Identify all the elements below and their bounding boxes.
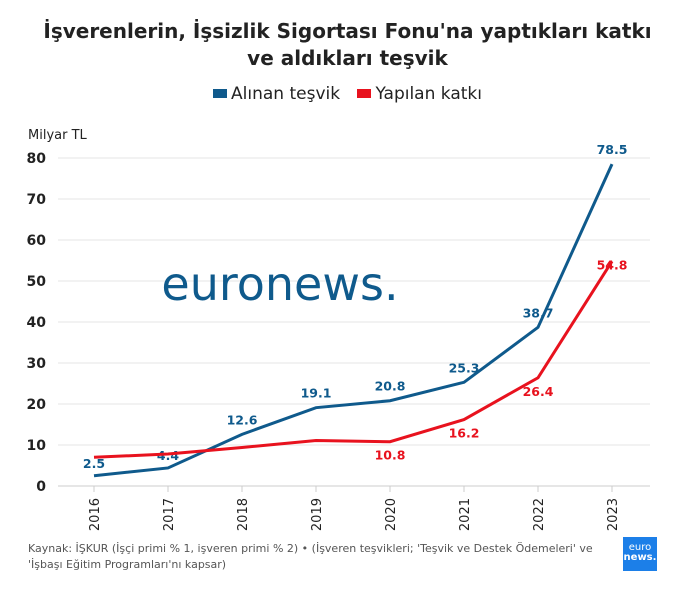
legend-swatch-0 bbox=[213, 88, 228, 98]
y-tick-label: 50 bbox=[27, 274, 47, 290]
data-label: 16.2 bbox=[449, 426, 480, 441]
data-label: 20.8 bbox=[375, 379, 406, 394]
data-label: 54.8 bbox=[597, 257, 628, 272]
euronews-logo: euro news. bbox=[623, 537, 657, 571]
chart-title: İşverenlerin, İşsizlik Sigortası Fonu'na… bbox=[0, 18, 695, 72]
data-label: 78.5 bbox=[597, 142, 628, 157]
logo-line2: news. bbox=[623, 552, 657, 563]
y-tick-label: 10 bbox=[27, 438, 47, 454]
title-line-1: İşverenlerin, İşsizlik Sigortası Fonu'na… bbox=[43, 19, 652, 43]
data-label: 12.6 bbox=[227, 412, 258, 427]
x-tick-label: 2022 bbox=[532, 498, 547, 531]
x-tick-label: 2020 bbox=[384, 498, 399, 531]
legend-swatch-1 bbox=[357, 88, 372, 98]
x-tick-label: 2017 bbox=[162, 498, 177, 531]
legend-label-0: Alınan teşvik bbox=[231, 84, 341, 104]
y-tick-label: 40 bbox=[27, 315, 47, 331]
series-line-1 bbox=[93, 260, 614, 459]
series-line-0 bbox=[93, 163, 614, 478]
x-tick-label: 2018 bbox=[236, 498, 251, 531]
x-tick-label: 2019 bbox=[310, 498, 325, 531]
logo-line1: euro bbox=[628, 542, 652, 553]
y-tick-label: 0 bbox=[36, 479, 46, 495]
legend: Alınan teşvik Yapılan katkı bbox=[0, 84, 695, 104]
y-tick-label: 80 bbox=[27, 151, 47, 167]
data-label: 25.3 bbox=[449, 360, 480, 375]
legend-label-1: Yapılan katkı bbox=[375, 84, 482, 104]
data-label: 19.1 bbox=[301, 386, 332, 401]
data-label: 2.5 bbox=[83, 456, 105, 471]
y-unit-label: Milyar TL bbox=[28, 128, 87, 143]
y-tick-label: 70 bbox=[27, 192, 47, 208]
data-label: 10.8 bbox=[375, 448, 406, 463]
source-note: Kaynak: İŞKUR (İşçi primi % 1, işveren p… bbox=[28, 542, 593, 571]
y-tick-label: 30 bbox=[27, 356, 47, 372]
legend-item-0: Alınan teşvik bbox=[213, 84, 340, 104]
data-label: 26.4 bbox=[523, 384, 554, 399]
legend-item-1: Yapılan katkı bbox=[357, 84, 482, 104]
x-tick-label: 2023 bbox=[606, 498, 621, 531]
x-tick-label: 2021 bbox=[458, 498, 473, 531]
x-tick-label: 2016 bbox=[88, 498, 103, 531]
y-tick-label: 60 bbox=[27, 233, 47, 249]
watermark: euronews. bbox=[161, 257, 398, 311]
y-tick-label: 20 bbox=[27, 397, 47, 413]
title-line-2: ve aldıkları teşvik bbox=[247, 46, 448, 70]
data-label: 38.7 bbox=[523, 305, 554, 320]
